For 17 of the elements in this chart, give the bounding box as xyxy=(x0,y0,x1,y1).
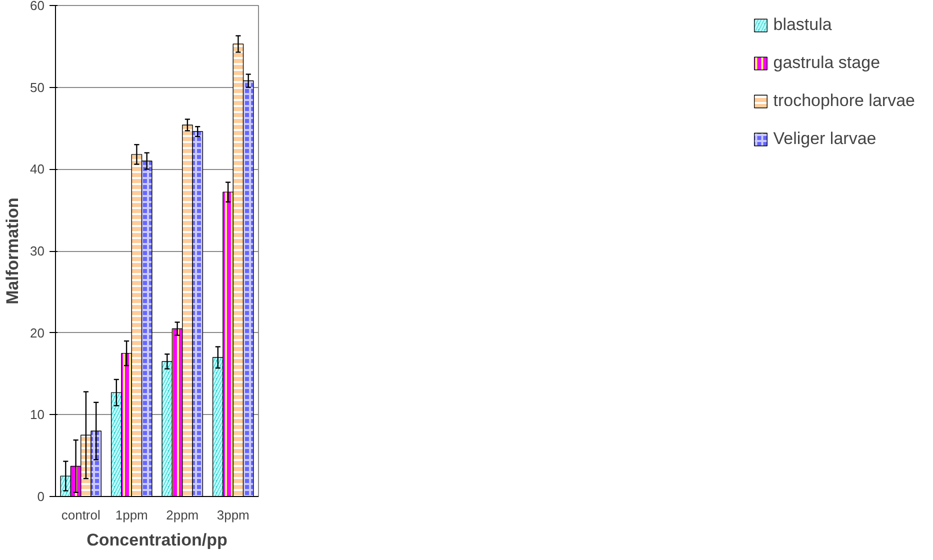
y-tick-label: 30 xyxy=(30,244,45,258)
y-tick-label: 20 xyxy=(30,325,45,340)
x-tick-label: 2ppm xyxy=(166,508,199,522)
y-axis-title: Malformation xyxy=(3,198,22,304)
y-tick-label: 50 xyxy=(30,80,45,95)
legend-label: Veliger larvae xyxy=(773,129,876,149)
x-axis-title: Concentration/pp xyxy=(86,530,228,550)
legend-label: gastrula stage xyxy=(773,53,880,73)
x-tick-label: 1ppm xyxy=(115,508,148,522)
y-tick-label: 0 xyxy=(37,489,45,504)
x-tick-label: 3ppm xyxy=(216,508,250,522)
x-tick-label: control xyxy=(61,508,100,522)
y-tick-label: 60 xyxy=(30,0,45,13)
y-tick-label: 40 xyxy=(30,162,45,177)
legend-label: blastula xyxy=(773,15,832,35)
legend-label: trochophore larvae xyxy=(773,91,915,111)
y-tick-label: 10 xyxy=(30,407,45,422)
